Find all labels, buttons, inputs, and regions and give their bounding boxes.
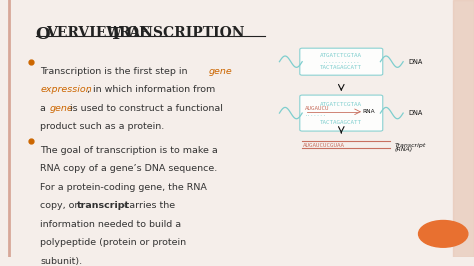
Text: The goal of transcription is to make a: The goal of transcription is to make a	[40, 146, 218, 155]
Text: , carries the: , carries the	[118, 201, 176, 210]
Text: TACTAGAGCATT: TACTAGAGCATT	[320, 65, 362, 70]
Text: gene: gene	[49, 104, 73, 113]
Text: TACTAGAGCATT: TACTAGAGCATT	[320, 120, 362, 124]
Text: subunit).: subunit).	[40, 257, 82, 266]
Text: RNA: RNA	[362, 109, 375, 114]
Text: expression: expression	[40, 85, 92, 94]
Text: (RNA): (RNA)	[394, 147, 413, 152]
Bar	[453, 0, 474, 257]
Text: DNA: DNA	[408, 59, 422, 65]
Text: RNA copy of a gene’s DNA sequence.: RNA copy of a gene’s DNA sequence.	[40, 164, 218, 173]
Text: ATGATCTCGTAA: ATGATCTCGTAA	[320, 53, 362, 58]
Text: AUGAUCUCGUAA: AUGAUCUCGUAA	[303, 143, 345, 148]
Text: .......: .......	[304, 112, 327, 117]
Text: product such as a protein.: product such as a protein.	[40, 122, 164, 131]
Text: a: a	[40, 104, 49, 113]
Text: RANSCRIPTION: RANSCRIPTION	[118, 26, 245, 40]
Text: O: O	[36, 26, 50, 43]
Text: DNA: DNA	[408, 110, 422, 116]
FancyBboxPatch shape	[300, 95, 383, 131]
Text: ............: ............	[322, 59, 360, 64]
Text: Transcription is the first step in: Transcription is the first step in	[40, 67, 191, 76]
Text: ATGATCTCGTAA: ATGATCTCGTAA	[320, 102, 362, 107]
Text: copy, or: copy, or	[40, 201, 82, 210]
Text: is used to construct a functional: is used to construct a functional	[67, 104, 223, 113]
Circle shape	[419, 221, 468, 247]
Text: gene: gene	[209, 67, 232, 76]
Text: AUGAUCU: AUGAUCU	[304, 106, 329, 111]
Text: polypeptide (protein or protein: polypeptide (protein or protein	[40, 239, 186, 247]
Text: T: T	[110, 26, 122, 43]
Text: Transcript: Transcript	[394, 143, 426, 148]
Text: information needed to build a: information needed to build a	[40, 220, 182, 229]
FancyBboxPatch shape	[300, 48, 383, 75]
Text: For a protein-coding gene, the RNA: For a protein-coding gene, the RNA	[40, 183, 207, 192]
Text: VERVIEW OF: VERVIEW OF	[46, 26, 154, 40]
Text: transcript: transcript	[77, 201, 130, 210]
Text: , in which information from: , in which information from	[87, 85, 215, 94]
